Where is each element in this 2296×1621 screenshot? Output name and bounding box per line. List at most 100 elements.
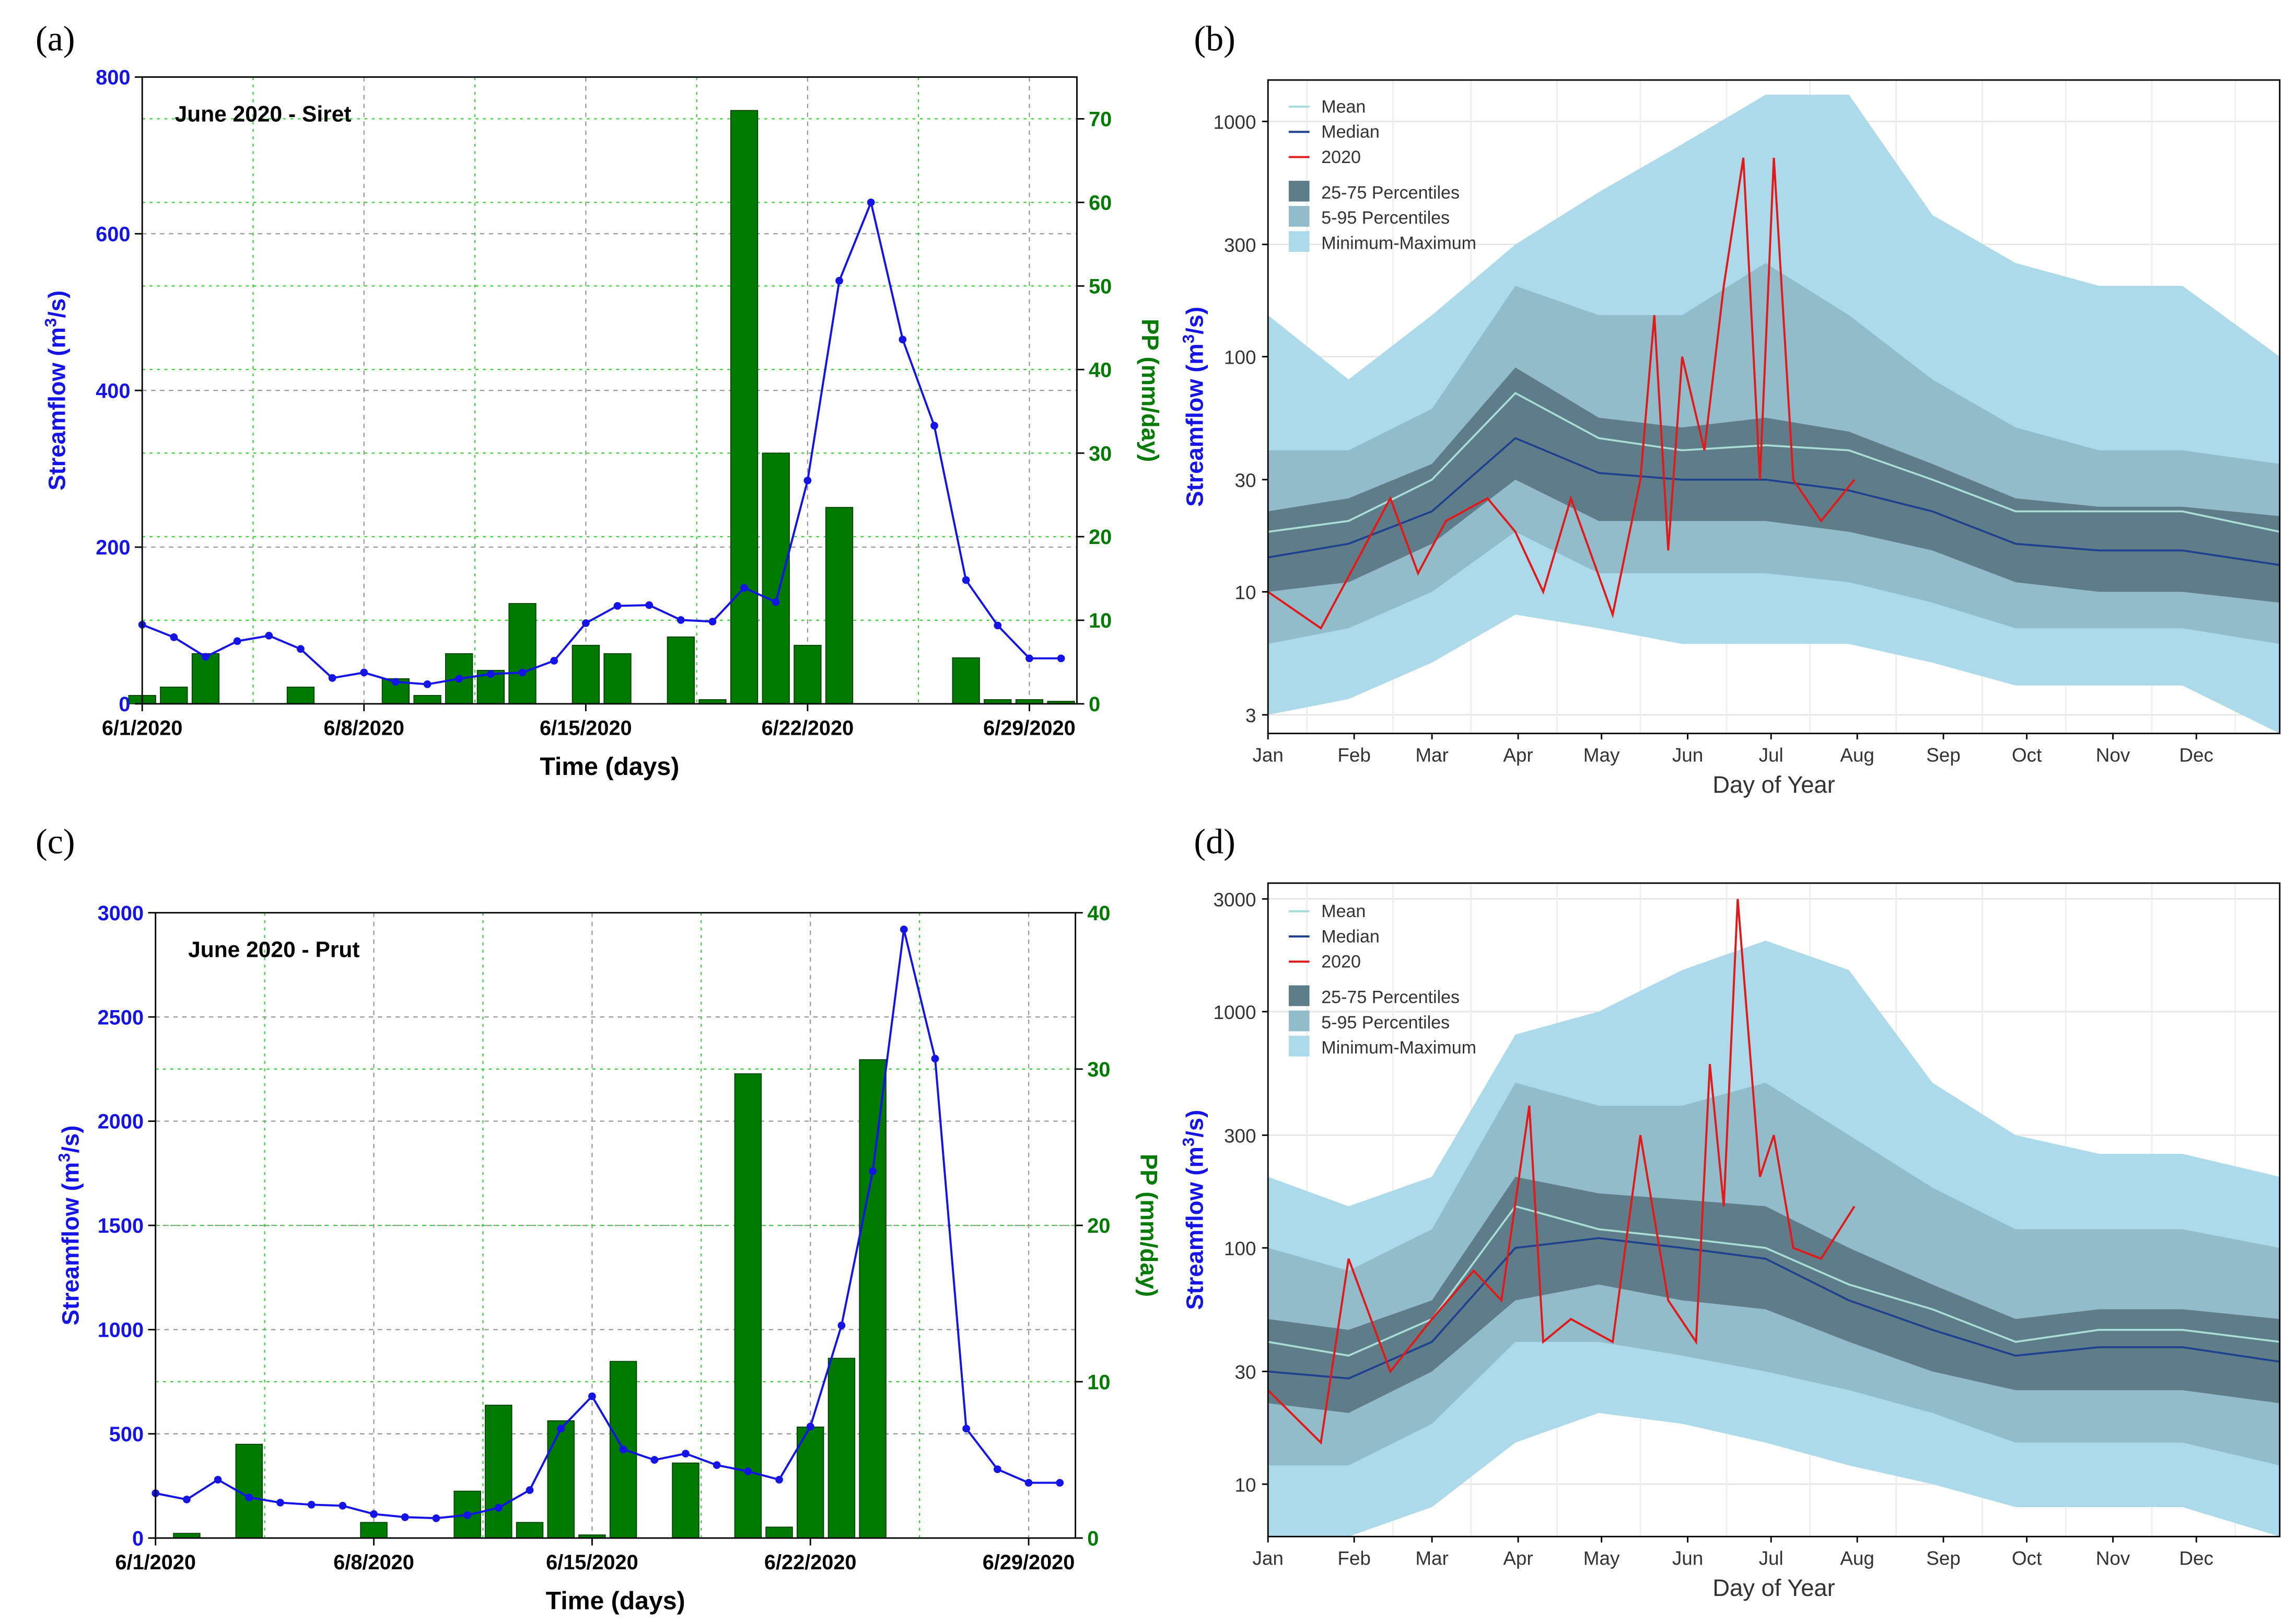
c-streamflow-point [463,1511,471,1519]
c-ytick-label: 2000 [98,1110,144,1133]
c-streamflow-line [155,929,1060,1520]
c-xtick-label: 6/1/2020 [115,1551,195,1574]
d-xtick-label: May [1583,1547,1620,1569]
d-ytick-label: 300 [1224,1125,1256,1147]
c-y2tick-label: 20 [1087,1214,1110,1237]
c-ylabel-part: /s) [57,1126,84,1153]
c-xtick-label: 6/15/2020 [546,1551,638,1574]
b-legend-label: Mean [1321,97,1366,117]
d-xtick-label: Nov [2096,1547,2130,1569]
c-ylabel-part: 3 [55,1153,73,1162]
c-precip-bar [734,1073,762,1539]
d-xtick-label: Sep [1926,1547,1961,1569]
a-streamflow-point [233,637,241,645]
d-xtick-label: Aug [1840,1547,1874,1569]
d-xtick-label: Dec [2179,1547,2213,1569]
d-legend-swatch [1288,1036,1310,1057]
c-streamflow-point [713,1461,721,1469]
c-streamflow-point [837,1322,846,1329]
d-ylabel-part: 3 [1179,1138,1197,1147]
a-y2tick-label: 60 [1089,192,1112,215]
a-streamflow-point [645,601,653,609]
c-streamflow-point [931,1055,939,1063]
d-legend-label: 5-95 Percentiles [1321,1013,1450,1033]
c-streamflow-point [744,1467,752,1475]
d-ylabel-part: Streamflow (m [1181,1147,1208,1310]
a-streamflow-point [772,598,780,606]
d-ylabel-part: /s) [1181,1110,1208,1138]
c-streamflow-point [682,1450,690,1458]
a-ytick-label: 0 [119,693,130,716]
a-streamflow-point [360,668,368,677]
c-streamflow-point [370,1510,378,1518]
b-xtick-label: Feb [1337,744,1371,766]
b-ylabel-part: 3 [1179,334,1197,343]
a-streamflow-point [1057,654,1065,663]
a-y2tick-label: 20 [1089,526,1112,549]
d-xtick-label: Jun [1672,1547,1703,1569]
b-xtick-label: Jul [1759,744,1784,766]
c-title: June 2020 - Prut [188,937,359,963]
d-xtick-label: Apr [1503,1547,1533,1569]
a-precip-bar [667,636,695,704]
a-xlabel: Time (days) [540,752,679,781]
c-xtick-label: 6/29/2020 [983,1551,1075,1574]
b-ylabel-part: /s) [1181,307,1208,334]
c-streamflow-point [962,1425,971,1433]
d-ytick-label: 30 [1235,1362,1256,1383]
b-legend-label: 25-75 Percentiles [1321,183,1460,203]
b-ytick-label: 30 [1235,470,1256,491]
a-streamflow-point [835,276,843,285]
c-ylabel-part: Streamflow (m [57,1162,84,1326]
a-y2label: PP (mm/day) [1137,319,1163,462]
b-legend-swatch [1288,206,1310,227]
c-xlabel: Time (days) [546,1587,685,1615]
c-precip-bar [765,1526,793,1539]
c-y2tick-label: 0 [1087,1527,1099,1550]
a-streamflow-point [1025,654,1033,663]
a-streamflow-point [486,670,495,678]
b-panel: 3 10 30 100 300 1000 Jan Feb Mar Apr May Jun Jul Aug S… [1179,79,2281,798]
c-ytick-label: 3000 [98,902,144,925]
d-ytick-label: 10 [1235,1474,1256,1496]
a-streamflow-point [550,657,558,665]
panel-label-b: (b) [1194,20,1236,60]
a-xtick-label: 6/15/2020 [540,716,632,739]
a-ytick-label: 600 [96,223,130,246]
b-ytick-label: 300 [1224,235,1256,256]
c-streamflow-point [806,1422,814,1431]
c-ylabel: Streamflow (m3/s) [55,1126,84,1326]
a-precip-bar [952,657,980,704]
a-streamflow-point [423,680,432,688]
b-legend-label: Minimum-Maximum [1321,233,1476,253]
a-streamflow-point [708,618,717,626]
b-xtick-label: Aug [1840,744,1874,766]
a-streamflow-point [202,653,209,661]
a-precip-bar [572,645,600,704]
c-xtick-label: 6/8/2020 [333,1551,414,1574]
b-median-line [1267,437,2280,566]
d-legend-label: Mean [1321,901,1366,921]
a-ylabel: Streamflow (m3/s) [41,291,71,491]
b-legend-label: 5-95 Percentiles [1321,208,1450,228]
b-xtick-label: Jan [1252,744,1283,766]
c-streamflow-point [900,925,908,933]
a-y2tick-label: 0 [1089,693,1100,716]
b-xtick-label: Mar [1415,744,1448,766]
c-streamflow-point [526,1486,534,1494]
d-xtick-label: Oct [2012,1547,2042,1569]
c-precip-bar [485,1405,512,1539]
a-ytick-label: 800 [96,66,130,89]
b-legend-label: 2020 [1321,147,1361,167]
c-y2label: PP (mm/day) [1135,1154,1162,1297]
c-streamflow-point [432,1514,440,1522]
d-frame [1267,882,2281,1537]
a-ylabel-part: 3 [41,318,60,327]
c-ytick-label: 2500 [98,1006,144,1029]
c-precip-bar [672,1462,700,1539]
a-precip-bar [445,653,473,704]
d-legend-label: Median [1321,927,1380,946]
b-mean-line [1267,391,2280,533]
d-xtick-label: Mar [1415,1547,1448,1569]
